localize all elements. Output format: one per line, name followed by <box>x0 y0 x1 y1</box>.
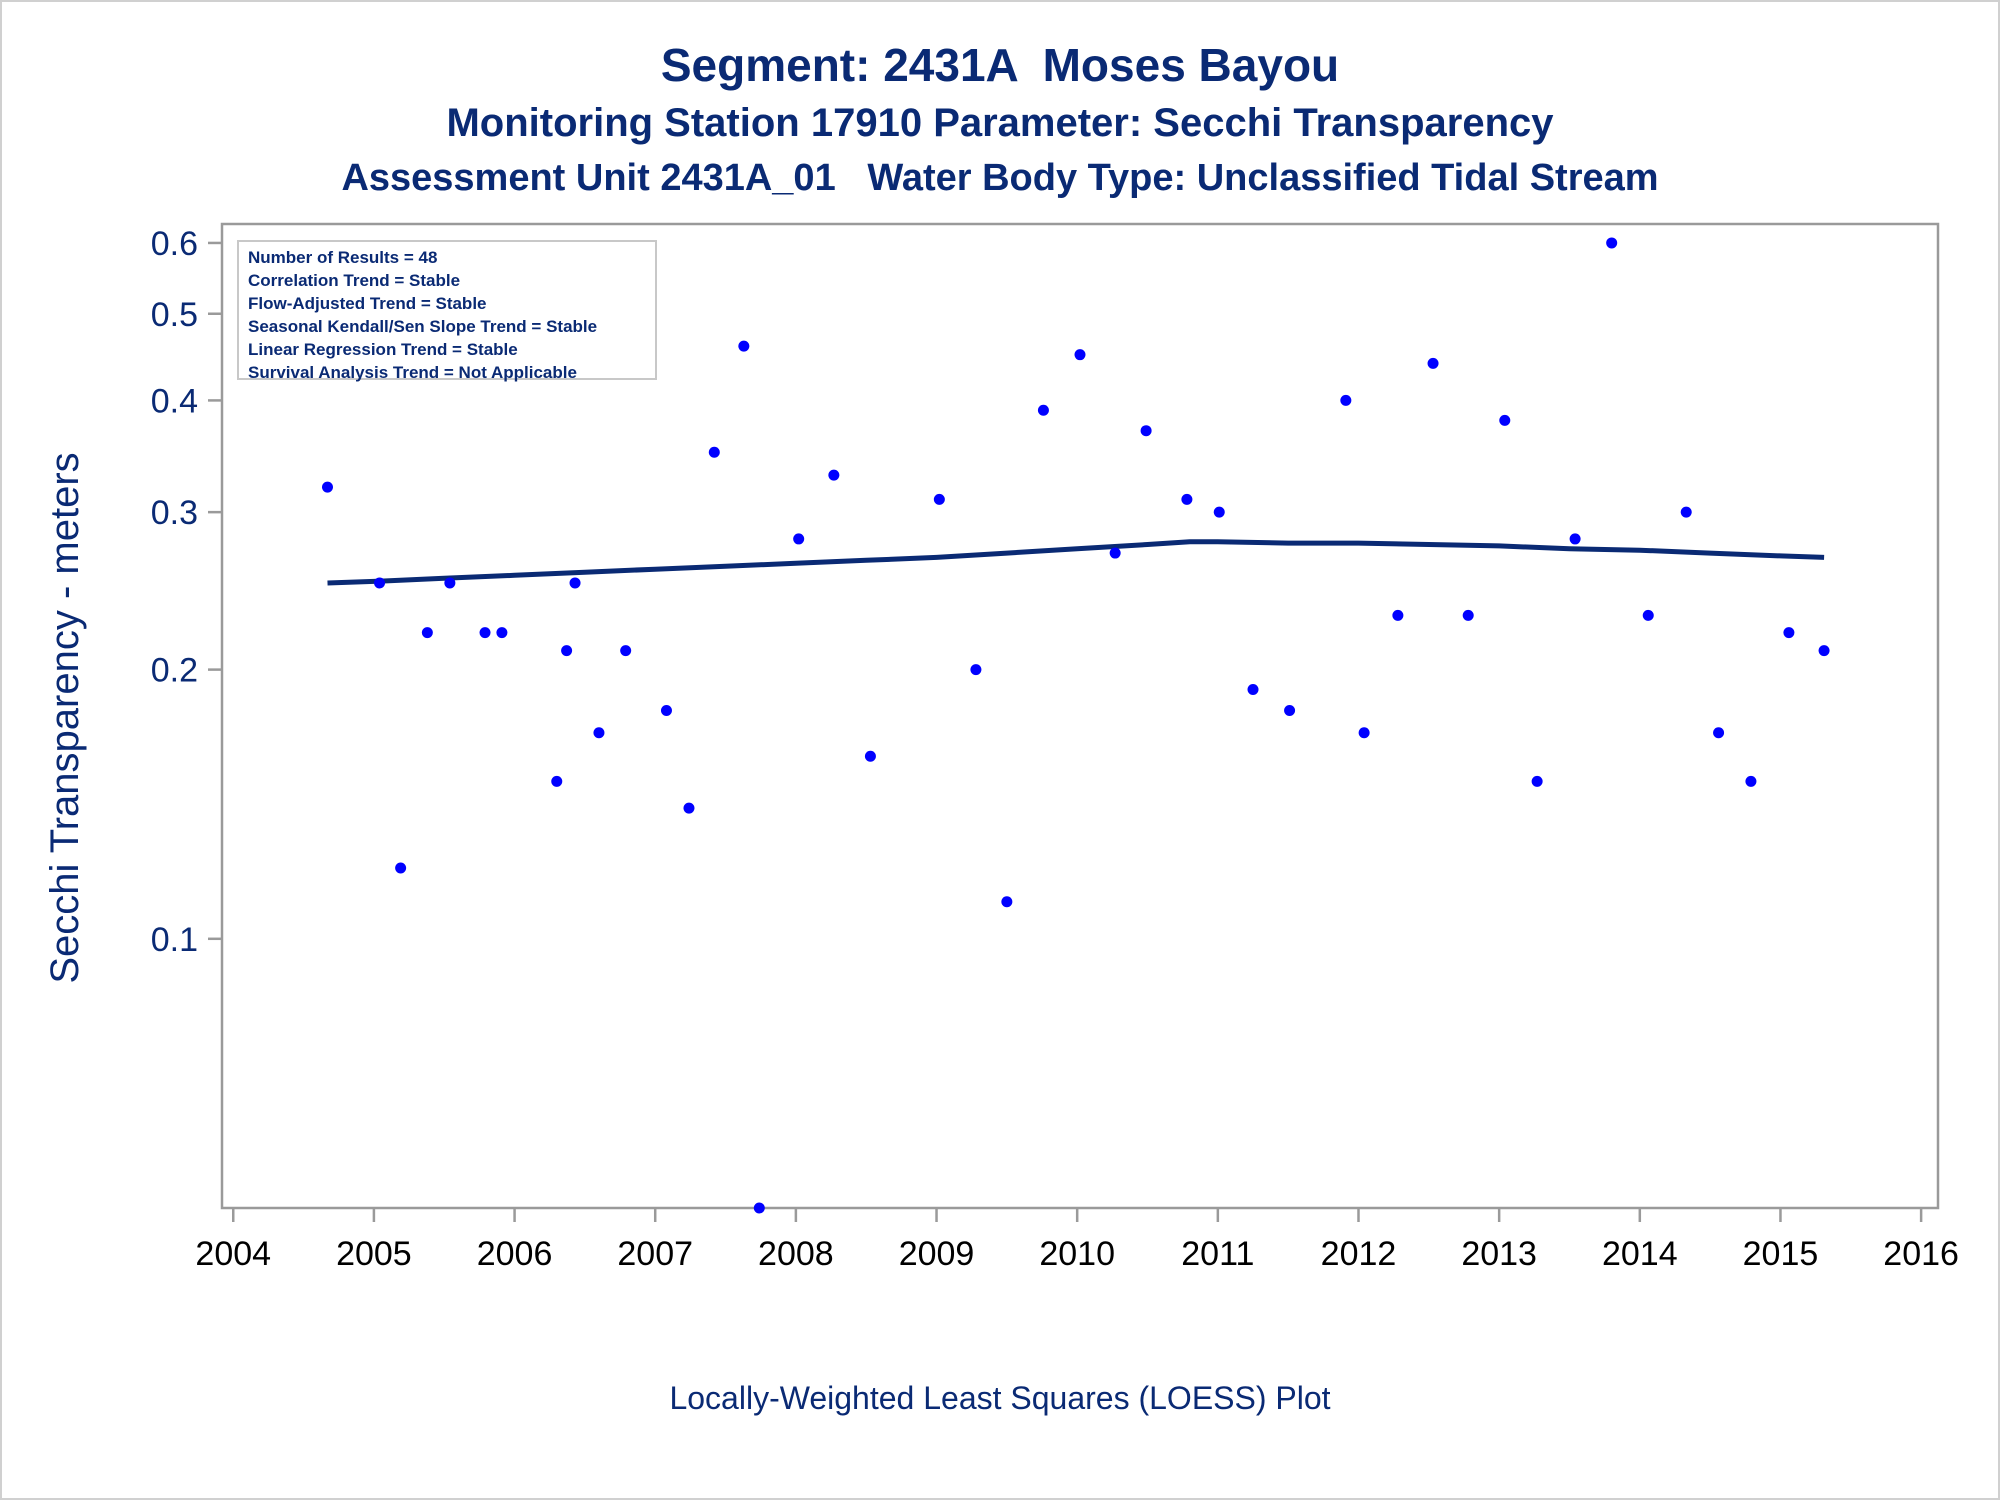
data-point <box>933 493 945 505</box>
data-point <box>1074 349 1086 361</box>
y-tick-label: 0.3 <box>151 494 198 532</box>
x-tick-label: 2011 <box>1181 1235 1254 1273</box>
data-point <box>1284 705 1296 717</box>
data-point <box>1140 425 1152 437</box>
stat-survival-analysis-trend: Survival Analysis Trend = Not Applicable <box>248 363 577 382</box>
data-point <box>551 775 563 787</box>
data-point <box>1606 237 1618 249</box>
data-point <box>864 750 876 762</box>
data-point <box>1499 414 1511 426</box>
data-point <box>1680 506 1692 518</box>
data-point <box>753 1202 765 1214</box>
data-point <box>683 802 695 814</box>
x-tick-label: 2005 <box>336 1235 412 1273</box>
y-axis-label: Secchi Transparency - meters <box>43 452 87 983</box>
x-tick-label: 2015 <box>1743 1235 1819 1273</box>
data-point <box>1818 645 1830 657</box>
stat-correlation-trend: Correlation Trend = Stable <box>248 271 461 290</box>
trend-stats-box: Number of Results = 48 Correlation Trend… <box>237 240 657 382</box>
data-point <box>1392 609 1404 621</box>
data-point <box>395 862 407 874</box>
data-point <box>738 340 750 352</box>
data-point <box>1213 506 1225 518</box>
data-point <box>660 705 672 717</box>
data-point <box>1783 627 1795 639</box>
chart-subtitle-2: Assessment Unit 2431A_01 Water Body Type… <box>341 157 1659 199</box>
loess-footnote: Locally-Weighted Least Squares (LOESS) P… <box>669 1380 1331 1416</box>
y-tick-label: 0.2 <box>151 652 198 690</box>
data-point <box>1462 609 1474 621</box>
data-point <box>620 645 632 657</box>
y-tick-label: 0.6 <box>151 225 198 263</box>
x-tick-label: 2009 <box>899 1235 975 1273</box>
data-point <box>708 446 720 458</box>
x-tick-label: 2016 <box>1883 1235 1959 1273</box>
plot-area <box>220 222 1940 1210</box>
data-point <box>1358 727 1370 739</box>
stat-flow-adjusted-trend: Flow-Adjusted Trend = Stable <box>248 294 487 313</box>
y-tick-label: 0.1 <box>151 921 198 959</box>
chart-subtitle: Monitoring Station 17910 Parameter: Secc… <box>446 101 1554 145</box>
data-point <box>1001 896 1013 908</box>
data-point <box>1247 684 1259 696</box>
x-tick-label: 2006 <box>477 1235 553 1273</box>
data-point <box>593 727 605 739</box>
data-point <box>1181 493 1193 505</box>
data-point <box>1745 775 1757 787</box>
data-point <box>1713 727 1725 739</box>
data-point <box>1340 394 1352 406</box>
x-tick-label: 2010 <box>1039 1235 1115 1273</box>
data-point <box>970 664 982 676</box>
loess-trend-line <box>327 539 1825 586</box>
data-point <box>569 577 581 589</box>
stat-seasonal-kendall-trend: Seasonal Kendall/Sen Slope Trend = Stabl… <box>248 317 598 336</box>
data-point <box>1642 609 1654 621</box>
x-tick-label: 2013 <box>1461 1235 1537 1273</box>
data-point <box>1427 357 1439 369</box>
x-tick-label: 2007 <box>617 1235 693 1273</box>
data-point <box>479 627 491 639</box>
data-point <box>374 577 386 589</box>
data-point <box>793 533 805 545</box>
x-tick-label: 2004 <box>195 1235 271 1273</box>
stat-number-of-results: Number of Results = 48 <box>248 248 438 267</box>
chart-title: Segment: 2431A Moses Bayou <box>660 39 1340 91</box>
data-point <box>561 645 573 657</box>
data-point <box>1109 547 1121 559</box>
x-axis: 2004 2005 2006 2007 2008 2009 2010 2011 2012 2013… <box>195 1208 1959 1273</box>
stat-linear-regression-trend: Linear Regression Trend = Stable <box>248 340 518 359</box>
data-point <box>1569 533 1581 545</box>
x-tick-label: 2012 <box>1321 1235 1397 1273</box>
y-axis: 0.1 0.2 0.3 0.4 0.5 0.6 <box>151 225 222 959</box>
x-tick-label: 2008 <box>758 1235 834 1273</box>
data-point <box>1531 775 1543 787</box>
x-tick-label: 2014 <box>1602 1235 1678 1273</box>
y-tick-label: 0.5 <box>151 296 198 334</box>
data-point <box>321 481 333 493</box>
data-point <box>421 627 433 639</box>
y-tick-label: 0.4 <box>151 382 198 420</box>
data-point <box>496 627 508 639</box>
data-point <box>444 577 456 589</box>
data-point <box>828 469 840 481</box>
data-point <box>1037 404 1049 416</box>
